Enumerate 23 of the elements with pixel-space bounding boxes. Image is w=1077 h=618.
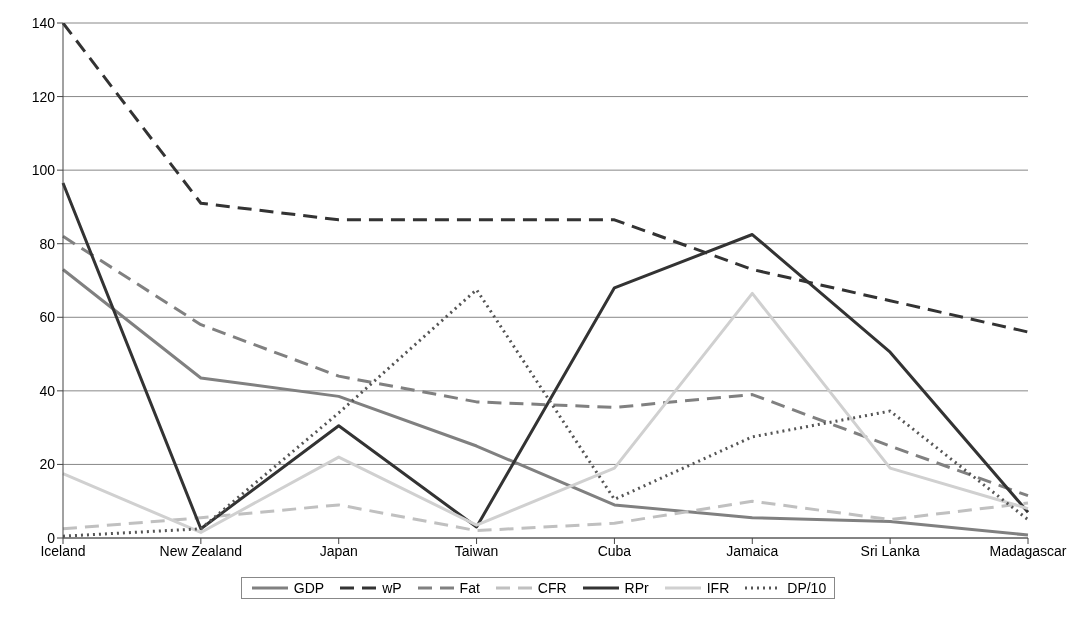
- y-tick-label: 60: [39, 309, 56, 326]
- legend-label: RPr: [624, 580, 649, 596]
- y-tick-label: 120: [31, 88, 56, 105]
- x-tick-label: Madagascar: [989, 542, 1067, 559]
- x-tick-label: Sri Lanka: [860, 542, 920, 559]
- legend-label: GDP: [293, 580, 325, 596]
- x-tick-label: New Zealand: [159, 542, 243, 559]
- y-tick-label: 40: [39, 382, 56, 399]
- legend-label: CFR: [537, 580, 567, 596]
- y-tick-label: 80: [39, 235, 56, 252]
- legend-label: IFR: [706, 580, 730, 596]
- x-tick-label: Jamaica: [726, 542, 779, 559]
- y-tick-label: 140: [31, 14, 56, 31]
- line-series: [61, 234, 1030, 498]
- legend-label: wP: [382, 580, 402, 596]
- x-tick-label: Taiwan: [454, 542, 499, 559]
- y-tick-label: 100: [31, 162, 56, 179]
- x-tick-label: Cuba: [597, 542, 632, 559]
- y-tick-label: 20: [39, 456, 56, 473]
- x-tick-label: Japan: [319, 542, 358, 559]
- legend-label: DP/10: [787, 580, 827, 596]
- line-series: [61, 499, 1030, 533]
- legend-label: Fat: [459, 580, 480, 596]
